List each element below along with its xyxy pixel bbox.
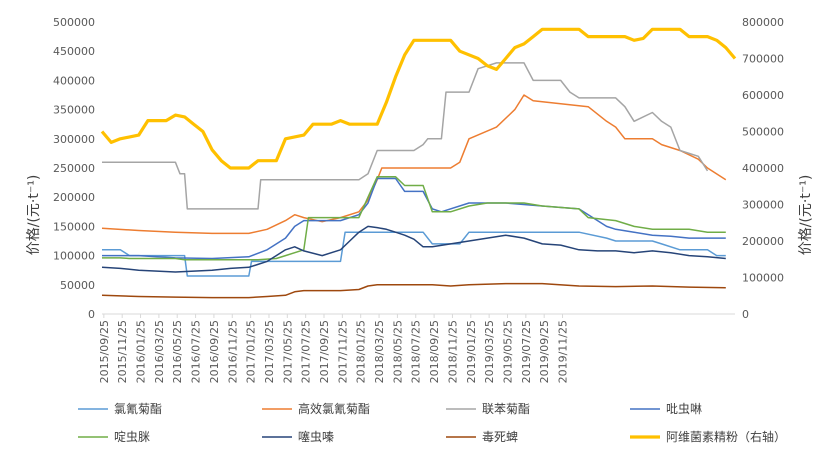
x-tick: 2016/07/25	[190, 320, 203, 383]
left-y-tick: 450000	[53, 45, 95, 58]
x-tick: 2019/07/25	[520, 320, 533, 383]
series-line-0	[102, 231, 726, 277]
left-y-tick-labels: 0 50000 100000 150000 200000 250000 300000 3500…	[53, 16, 95, 321]
right-y-tick: 300000	[742, 199, 784, 212]
left-y-tick: 50000	[60, 279, 95, 292]
series-line-7	[100, 27, 737, 170]
x-tick: 2018/09/25	[428, 320, 441, 383]
x-tick: 2017/11/25	[336, 320, 349, 383]
x-tick: 2016/03/25	[153, 320, 166, 383]
x-tick: 2017/09/25	[318, 320, 331, 383]
right-y-tick: 200000	[742, 235, 784, 248]
left-y-tick: 500000	[53, 16, 95, 29]
x-tick: 2018/03/25	[373, 320, 386, 383]
legend-label: 噻虫嗪	[298, 429, 334, 444]
x-tick: 2016/05/25	[171, 320, 184, 383]
legend-label: 阿维菌素精粉（右轴）	[666, 429, 786, 444]
right-y-tick: 500000	[742, 126, 784, 139]
series-line-5	[101, 225, 726, 273]
left-y-tick: 350000	[53, 104, 95, 117]
x-tick: 2019/01/25	[465, 320, 478, 383]
x-tick: 2016/01/25	[135, 320, 148, 383]
series-line-2	[102, 62, 709, 210]
right-y-tick-labels: 0 100000 200000 300000 400000 500000 600000 700…	[742, 16, 784, 321]
left-y-tick: 150000	[53, 220, 95, 233]
series-line-3	[102, 177, 726, 260]
right-y-tick: 400000	[742, 162, 784, 175]
series-lines	[100, 27, 737, 299]
legend-label: 啶虫脒	[114, 429, 150, 444]
x-tick: 2017/01/25	[245, 320, 258, 383]
x-tick: 2019/09/25	[538, 320, 551, 383]
x-tick: 2015/09/25	[98, 320, 111, 383]
left-y-tick: 400000	[53, 74, 95, 87]
x-tick: 2016/09/25	[208, 320, 221, 383]
left-y-tick: 300000	[53, 133, 95, 146]
legend-label: 吡虫啉	[666, 402, 702, 416]
left-axis-title: 价格/(元·t⁻¹)	[26, 175, 42, 256]
right-y-tick: 600000	[742, 89, 784, 102]
legend-label: 高效氯氰菊酯	[298, 401, 370, 416]
x-tick: 2018/11/25	[446, 320, 459, 383]
x-tick: 2016/11/25	[226, 320, 239, 383]
x-tick-labels: 2015/09/25 2015/11/25 2016/01/25 2016/03/25…	[98, 314, 570, 383]
x-tick: 2017/03/25	[263, 320, 276, 383]
left-y-tick: 100000	[53, 250, 95, 263]
x-tick: 2017/05/25	[281, 320, 294, 383]
x-tick: 2015/11/25	[116, 320, 129, 383]
series-line-1	[101, 94, 727, 235]
x-tick: 2019/03/25	[483, 320, 496, 383]
left-y-tick: 0	[88, 308, 95, 321]
x-tick: 2018/07/25	[410, 320, 423, 383]
left-y-tick: 250000	[53, 162, 95, 175]
right-y-tick: 800000	[742, 16, 784, 29]
left-y-tick: 200000	[53, 191, 95, 204]
right-y-tick: 700000	[742, 53, 784, 66]
series-line-4	[102, 176, 726, 261]
x-tick: 2017/07/25	[300, 320, 313, 383]
legend-label: 氯氰菊酯	[114, 401, 162, 416]
x-tick: 2019/05/25	[501, 320, 514, 383]
legend-label: 毒死蜱	[482, 429, 518, 444]
right-y-tick: 100000	[742, 272, 784, 285]
legend-label: 联苯菊酯	[482, 402, 530, 416]
right-y-tick: 0	[742, 308, 749, 321]
x-tick: 2019/11/25	[557, 320, 570, 383]
series-line-6	[101, 282, 726, 299]
x-tick: 2018/05/25	[391, 320, 404, 383]
right-axis-title: 价格/(元·t⁻¹)	[798, 175, 814, 256]
x-tick: 2018/01/25	[355, 320, 368, 383]
